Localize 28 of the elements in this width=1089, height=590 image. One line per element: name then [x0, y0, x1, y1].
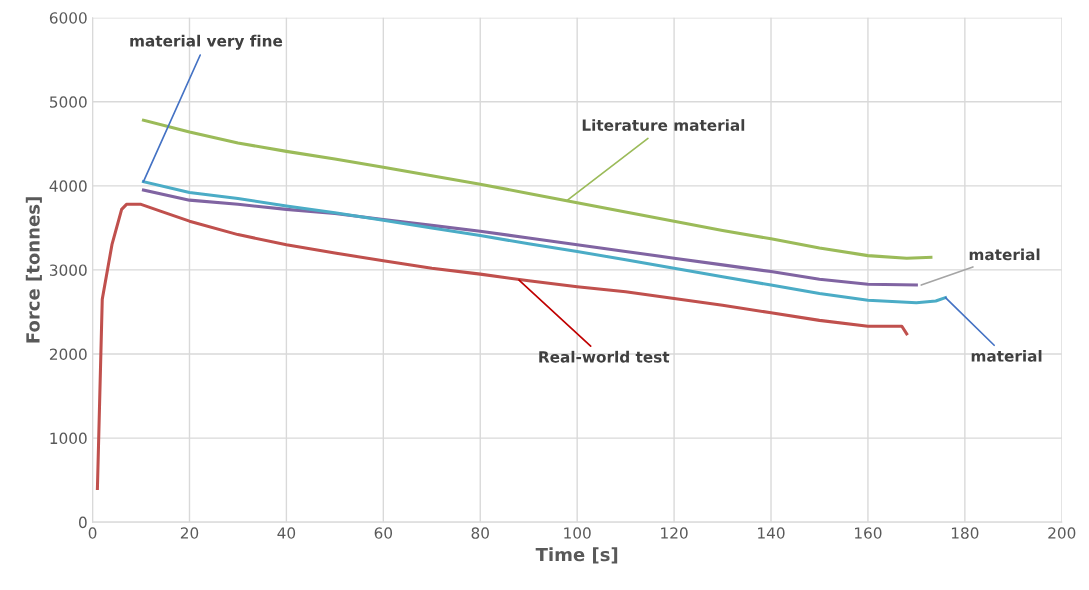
y-tick-label: 3000	[49, 264, 87, 276]
y-tick-label: 1000	[50, 432, 87, 445]
annotation: Literature material	[582, 119, 745, 131]
line-series	[141, 180, 947, 305]
annotation: material very fine	[130, 34, 283, 50]
x-tick-label: 100	[564, 527, 591, 539]
x-tick-label: 120	[661, 527, 688, 539]
x-tick-label: 20	[180, 527, 199, 539]
x-tick-label: 40	[277, 527, 296, 539]
x-tick-label: 60	[374, 527, 393, 539]
x-tick-label: 140	[758, 527, 785, 539]
x-tick-label: 80	[471, 527, 489, 539]
line-series	[95, 202, 909, 491]
x-tick-label: 200	[1048, 527, 1076, 539]
y-axis-title: Force [tonnes]	[25, 197, 42, 343]
x-tick-label: 160	[855, 527, 882, 539]
x-tick-label: 0	[88, 527, 97, 539]
x-tick-label: 180	[951, 527, 979, 539]
y-tick-label: 0	[78, 516, 87, 529]
y-tick-label: 5000	[50, 96, 87, 108]
x-axis-title: Time [s]	[535, 547, 618, 564]
annotation: Real-world test	[539, 350, 670, 363]
y-tick-label: 2000	[49, 348, 87, 361]
annotation: material	[969, 248, 1040, 261]
line-series	[141, 118, 933, 260]
y-tick-label: 4000	[49, 180, 87, 192]
y-tick-label: 6000	[49, 12, 87, 24]
annotation: material	[971, 350, 1042, 362]
